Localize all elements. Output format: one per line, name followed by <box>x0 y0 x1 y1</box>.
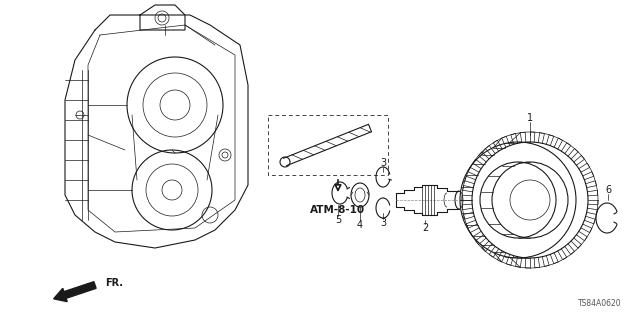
Text: 4: 4 <box>357 220 363 230</box>
Text: TS84A0620: TS84A0620 <box>579 299 622 308</box>
Text: 5: 5 <box>335 215 341 225</box>
Text: 1: 1 <box>527 113 533 123</box>
FancyArrow shape <box>54 282 96 302</box>
Text: 3: 3 <box>380 158 386 168</box>
Text: 6: 6 <box>605 185 611 195</box>
Text: ATM-8-10: ATM-8-10 <box>310 205 365 215</box>
Text: FR.: FR. <box>105 278 123 288</box>
Text: 3: 3 <box>380 218 386 228</box>
Text: 2: 2 <box>422 223 428 233</box>
